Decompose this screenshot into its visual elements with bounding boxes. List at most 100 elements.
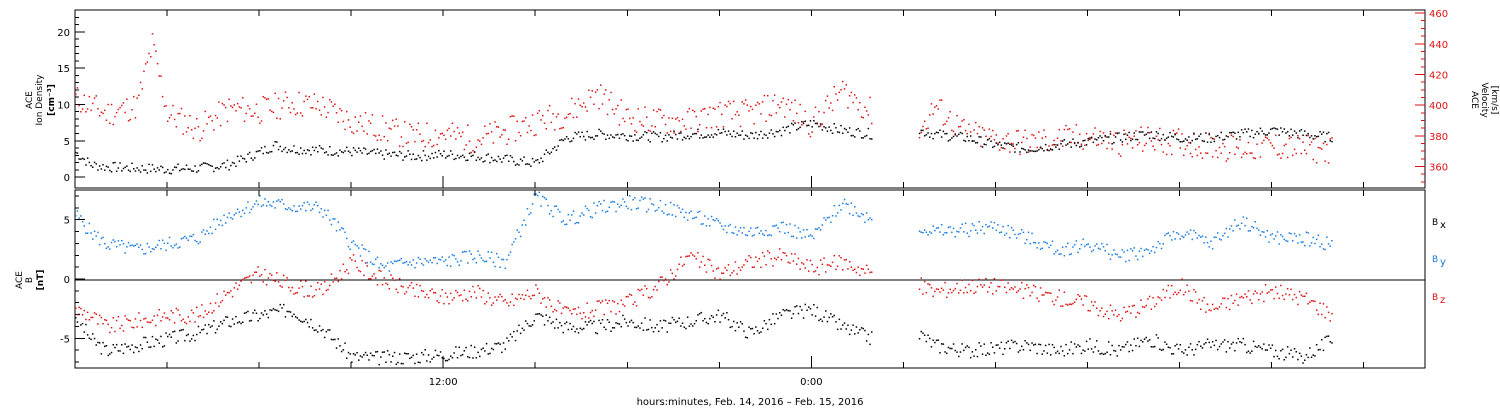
data-point <box>310 318 312 321</box>
data-point <box>971 223 974 225</box>
data-point <box>1213 140 1216 143</box>
data-point <box>661 117 663 119</box>
data-point <box>998 231 1001 234</box>
data-point <box>644 285 646 287</box>
data-point <box>1138 131 1141 133</box>
data-point <box>973 355 975 357</box>
data-point <box>85 164 87 166</box>
data-point <box>417 296 420 298</box>
data-point <box>867 114 870 116</box>
data-point <box>230 105 232 107</box>
data-point <box>596 300 599 302</box>
data-point <box>419 156 421 159</box>
data-point <box>155 170 157 173</box>
data-point <box>651 132 653 135</box>
data-point <box>845 258 847 261</box>
data-point <box>666 140 668 142</box>
data-point <box>1157 337 1159 339</box>
data-point <box>763 255 766 257</box>
data-point <box>600 84 602 86</box>
data-point <box>828 264 830 266</box>
data-point <box>301 205 304 207</box>
data-point <box>388 288 391 290</box>
data-point <box>255 200 258 202</box>
data-point <box>433 257 435 259</box>
data-point <box>1237 337 1239 340</box>
data-point <box>1114 132 1117 134</box>
data-point <box>363 248 365 250</box>
data-point <box>528 325 530 327</box>
data-point <box>453 254 455 257</box>
data-point <box>588 321 590 323</box>
data-point <box>521 327 524 330</box>
data-point <box>1055 352 1057 354</box>
data-point <box>785 103 788 105</box>
data-point <box>952 130 955 133</box>
data-point <box>1061 350 1064 352</box>
data-point <box>438 149 440 152</box>
data-point <box>231 106 234 109</box>
data-point <box>1298 234 1301 236</box>
data-point <box>685 255 687 258</box>
data-point <box>1258 229 1260 231</box>
data-point <box>666 132 668 134</box>
data-point <box>81 108 84 110</box>
data-point <box>165 105 167 107</box>
data-point <box>605 211 607 213</box>
data-point <box>1123 133 1125 136</box>
data-point <box>1305 152 1308 155</box>
data-point <box>1061 246 1064 248</box>
data-point <box>758 332 760 334</box>
data-point <box>332 281 334 283</box>
data-point <box>136 167 138 169</box>
data-point <box>1229 347 1231 349</box>
data-point <box>848 95 851 97</box>
data-point <box>731 272 733 274</box>
data-point <box>187 239 189 241</box>
data-point <box>1010 287 1013 289</box>
data-point <box>1176 232 1178 234</box>
data-point <box>170 310 172 312</box>
data-point <box>1280 284 1282 287</box>
data-point <box>344 231 346 234</box>
data-point <box>473 346 476 348</box>
data-point <box>288 107 290 109</box>
data-point <box>76 313 79 316</box>
data-point <box>712 270 714 272</box>
data-point <box>439 351 442 353</box>
data-point <box>322 293 324 296</box>
data-point <box>151 319 154 321</box>
data-point <box>414 140 416 143</box>
data-point <box>860 268 863 270</box>
data-point <box>185 334 188 337</box>
data-point <box>639 327 641 329</box>
data-point <box>484 260 486 263</box>
data-point <box>548 153 551 155</box>
data-point <box>1210 346 1212 348</box>
data-point <box>949 226 951 228</box>
data-point <box>748 255 750 257</box>
data-point <box>1297 242 1299 244</box>
data-point <box>593 315 595 318</box>
data-point <box>209 226 212 228</box>
data-point <box>831 132 834 134</box>
data-point <box>1227 297 1229 300</box>
data-point <box>647 296 650 299</box>
data-point <box>859 101 861 104</box>
data-point <box>1089 138 1091 140</box>
data-point <box>811 263 813 266</box>
data-point <box>692 133 694 135</box>
data-point <box>300 112 302 114</box>
data-point <box>306 98 309 101</box>
data-point <box>335 112 338 114</box>
data-point <box>1043 294 1045 296</box>
data-point <box>983 129 985 131</box>
data-point <box>1295 235 1297 237</box>
data-point <box>110 351 113 354</box>
data-point <box>1010 142 1013 145</box>
data-point <box>221 162 224 165</box>
data-point <box>291 210 293 212</box>
data-point <box>773 225 776 227</box>
data-point <box>1145 142 1147 145</box>
data-point <box>88 95 91 98</box>
